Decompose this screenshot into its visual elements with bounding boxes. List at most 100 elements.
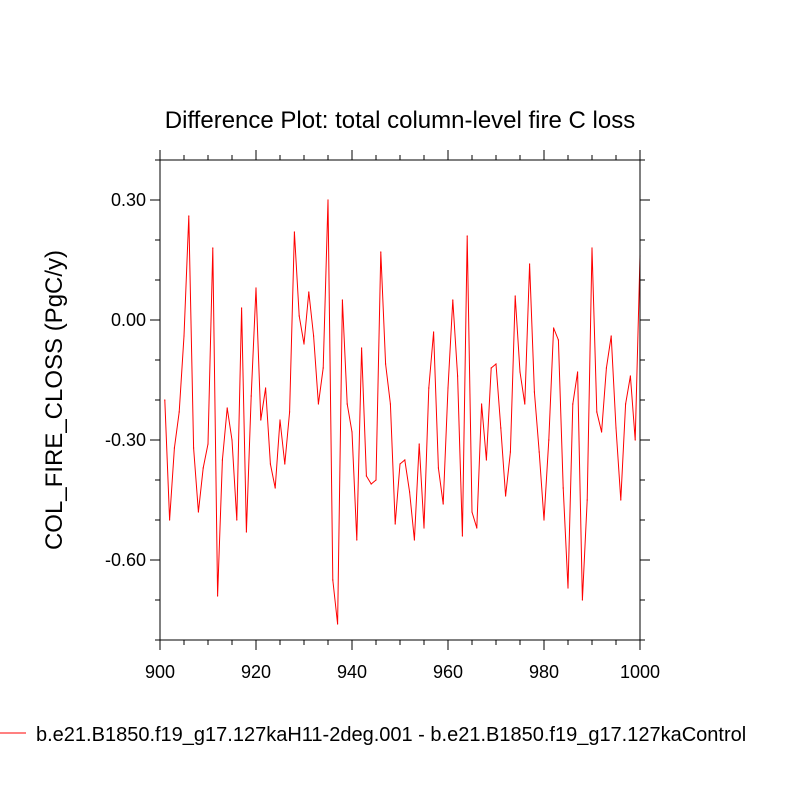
data-point xyxy=(596,411,598,413)
data-point xyxy=(361,347,363,349)
data-point xyxy=(466,235,468,237)
data-point xyxy=(452,299,454,301)
data-point xyxy=(581,599,584,601)
data-point xyxy=(572,403,574,405)
x-tick-label: 940 xyxy=(337,662,367,682)
y-tick-label: -0.30 xyxy=(105,430,146,450)
data-point xyxy=(193,447,195,449)
y-tick-label: 0.00 xyxy=(111,310,146,330)
data-point xyxy=(394,523,396,525)
data-point xyxy=(226,407,228,409)
data-point xyxy=(351,431,353,433)
data-point xyxy=(404,459,406,461)
data-point xyxy=(524,403,526,405)
data-point xyxy=(370,483,372,485)
series-line xyxy=(164,199,641,625)
data-point xyxy=(495,363,497,365)
data-point xyxy=(389,403,391,405)
data-point xyxy=(202,467,204,469)
x-tick-label: 900 xyxy=(145,662,175,682)
data-point xyxy=(356,539,358,541)
data-point xyxy=(245,531,247,533)
data-point xyxy=(586,499,588,501)
data-point xyxy=(217,595,219,597)
data-point xyxy=(274,487,276,489)
data-point xyxy=(615,427,617,429)
data-point xyxy=(418,443,420,445)
data-point xyxy=(380,251,382,253)
x-tick-label: 1000 xyxy=(620,662,660,682)
data-point xyxy=(322,367,324,369)
data-point xyxy=(601,431,603,433)
data-point xyxy=(332,579,334,581)
data-point xyxy=(327,199,329,201)
data-point xyxy=(303,343,305,345)
data-point xyxy=(481,403,483,405)
data-point xyxy=(591,247,593,249)
data-point xyxy=(279,419,281,421)
data-point xyxy=(385,363,387,365)
data-point xyxy=(265,387,267,389)
x-tick-label: 960 xyxy=(433,662,463,682)
axis-ticks: 900 920 940 960 980 1000 0.30 0.00 -0.30 -0.60 xyxy=(105,150,660,682)
data-point xyxy=(250,395,252,397)
data-point xyxy=(413,539,415,541)
data-point xyxy=(207,443,209,445)
data-point xyxy=(634,439,636,441)
data-point xyxy=(173,447,175,449)
data-point xyxy=(164,399,166,401)
data-point xyxy=(605,367,608,369)
data-point xyxy=(476,527,478,529)
data-point xyxy=(375,479,377,481)
data-point xyxy=(461,535,463,537)
data-point xyxy=(433,331,435,333)
data-point xyxy=(471,511,473,513)
y-tick-label: 0.30 xyxy=(111,190,146,210)
data-point xyxy=(490,367,492,369)
data-point xyxy=(428,387,430,389)
data-point xyxy=(337,623,339,625)
data-point xyxy=(169,519,171,521)
data-point xyxy=(183,335,185,337)
data-point xyxy=(562,487,564,489)
data-point xyxy=(485,459,487,461)
data-point xyxy=(442,503,444,505)
data-point xyxy=(313,335,315,337)
data-point xyxy=(236,519,238,521)
data-point xyxy=(505,495,507,497)
data-point xyxy=(557,339,560,341)
data-point xyxy=(399,463,401,465)
chart-title: Difference Plot: total column-level fire… xyxy=(165,107,635,134)
data-point xyxy=(341,299,343,301)
data-point xyxy=(289,411,291,413)
data-point xyxy=(629,375,632,377)
data-point xyxy=(620,499,622,501)
data-point xyxy=(529,263,531,265)
data-point xyxy=(212,247,214,249)
data-point xyxy=(269,463,271,465)
legend: b.e21.B1850.f19_g17.127kaH11-2deg.001 - … xyxy=(0,724,746,746)
data-point xyxy=(610,335,612,337)
data-point xyxy=(543,519,545,521)
data-point xyxy=(365,475,367,477)
data-point xyxy=(567,587,569,589)
data-point xyxy=(188,215,190,217)
data-point xyxy=(514,295,516,297)
plot-frame xyxy=(159,159,641,641)
data-point xyxy=(553,327,555,329)
data-point xyxy=(231,439,233,441)
data-point xyxy=(538,451,540,453)
data-point xyxy=(308,291,310,293)
data-point xyxy=(519,371,521,373)
series-layer xyxy=(164,199,641,625)
x-tick-label: 920 xyxy=(241,662,271,682)
data-point xyxy=(533,391,536,393)
data-point xyxy=(548,439,550,441)
data-point xyxy=(409,491,411,493)
data-point xyxy=(255,287,257,289)
y-axis-label: COL_FIRE_CLOSS (PgC/y) xyxy=(41,250,68,550)
y-tick-label: -0.60 xyxy=(105,550,146,570)
data-point xyxy=(500,427,502,429)
data-point xyxy=(457,375,459,377)
data-point xyxy=(197,511,199,513)
